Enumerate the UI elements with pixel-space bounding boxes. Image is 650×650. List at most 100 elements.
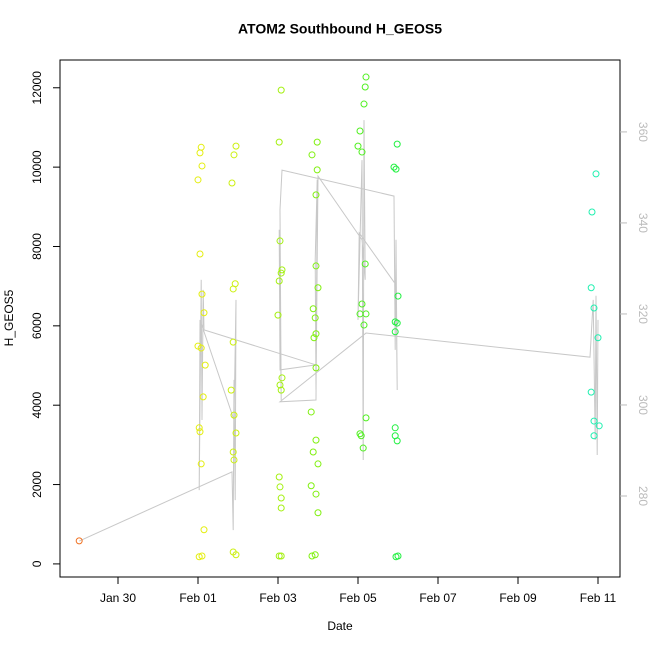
point	[232, 142, 240, 150]
point	[361, 260, 369, 268]
point	[229, 338, 237, 346]
point	[277, 269, 285, 277]
point	[275, 552, 283, 560]
point	[309, 448, 317, 456]
point	[275, 138, 283, 146]
point	[357, 432, 365, 440]
point	[274, 311, 282, 319]
point	[314, 509, 322, 517]
x-tick-label: Feb 09	[499, 591, 537, 605]
point	[359, 444, 367, 452]
point	[354, 142, 362, 150]
point	[588, 208, 596, 216]
point	[195, 424, 203, 432]
point	[360, 321, 368, 329]
point	[198, 552, 206, 560]
point	[308, 552, 316, 560]
point	[314, 460, 322, 468]
point	[200, 526, 208, 534]
y-tick-label: 2000	[30, 471, 44, 498]
y-tick-label: 0	[30, 560, 44, 567]
y-tick-label: 10000	[30, 150, 44, 184]
y2-tick-label: 320	[636, 304, 650, 324]
point	[309, 305, 317, 313]
point	[307, 482, 315, 490]
y2-tick-label: 340	[636, 213, 650, 233]
point	[587, 388, 595, 396]
point	[277, 552, 285, 560]
point	[199, 393, 207, 401]
point	[229, 448, 237, 456]
y2-tick-label: 360	[636, 122, 650, 142]
point	[195, 553, 203, 561]
point	[196, 250, 204, 258]
point	[358, 148, 366, 156]
point	[197, 143, 205, 151]
point	[592, 170, 600, 178]
point	[590, 432, 598, 440]
point	[392, 165, 400, 173]
point	[360, 100, 368, 108]
point	[391, 424, 399, 432]
y2-tick-label: 300	[636, 395, 650, 415]
point	[232, 429, 240, 437]
point	[275, 277, 283, 285]
plot-frame	[59, 59, 621, 578]
point	[310, 334, 318, 342]
point	[590, 417, 598, 425]
point	[75, 537, 83, 545]
line	[78, 120, 599, 542]
point	[232, 551, 240, 559]
point	[394, 292, 402, 300]
point	[230, 151, 238, 159]
point	[312, 191, 320, 199]
point	[362, 73, 370, 81]
y-tick-label: 4000	[30, 392, 44, 419]
point	[276, 237, 284, 245]
point	[308, 151, 316, 159]
x-tick-label: Feb 01	[179, 591, 217, 605]
x-tick-label: Feb 05	[339, 591, 377, 605]
point	[197, 344, 205, 352]
point	[356, 127, 364, 135]
point	[229, 285, 237, 293]
point	[196, 149, 204, 157]
point	[393, 140, 401, 148]
point	[230, 456, 238, 464]
point	[200, 309, 208, 317]
point	[198, 290, 206, 298]
point	[230, 411, 238, 419]
point	[313, 166, 321, 174]
point	[313, 138, 321, 146]
y-tick-label: 12000	[30, 71, 44, 105]
point	[198, 162, 206, 170]
point	[312, 364, 320, 372]
point	[277, 86, 285, 94]
x-tick-label: Feb 07	[419, 591, 457, 605]
point	[594, 334, 602, 342]
point	[312, 490, 320, 498]
point	[276, 483, 284, 491]
point	[393, 319, 401, 327]
point	[196, 428, 204, 436]
point	[393, 437, 401, 445]
point	[391, 328, 399, 336]
point	[590, 304, 598, 312]
x-tick-label: Feb 03	[259, 591, 297, 605]
point	[311, 551, 319, 559]
point	[276, 381, 284, 389]
point	[277, 386, 285, 394]
chart-title: ATOM2 Southbound H_GEOS5	[238, 21, 442, 37]
point	[278, 266, 286, 274]
point	[361, 83, 369, 91]
point	[312, 262, 320, 270]
point	[362, 310, 370, 318]
y2-tick-label: 280	[636, 486, 650, 506]
point	[311, 314, 319, 322]
point	[197, 460, 205, 468]
point	[587, 284, 595, 292]
y-axis-label: H_GEOS5	[2, 289, 16, 346]
point	[227, 386, 235, 394]
point	[277, 504, 285, 512]
